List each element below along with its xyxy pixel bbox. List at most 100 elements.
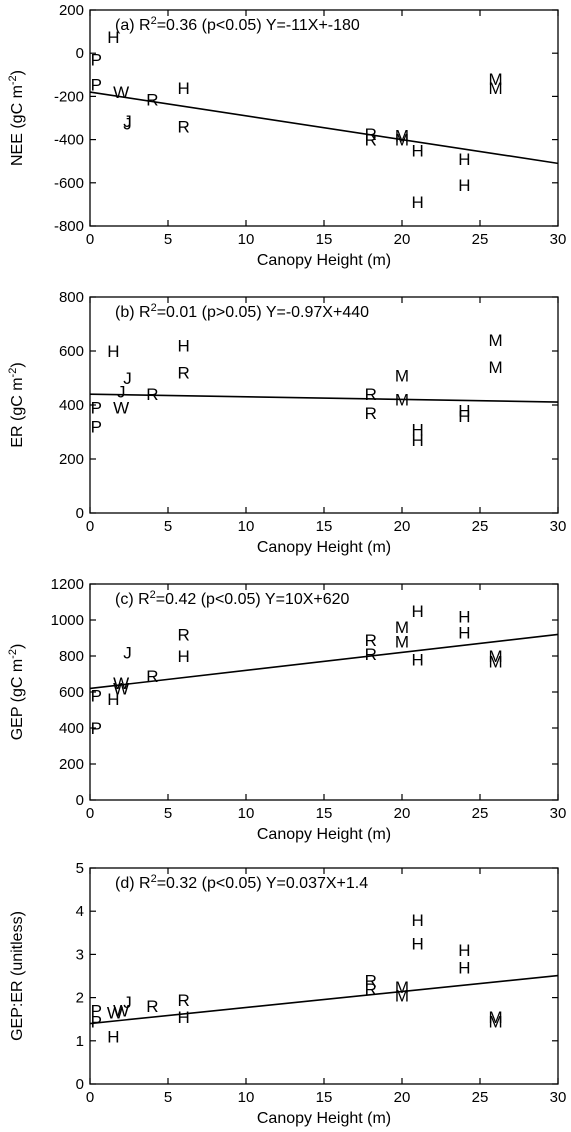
x-tick-label: 15 [316, 518, 333, 535]
data-point-W: W [113, 1002, 129, 1021]
x-tick-label: 30 [550, 231, 567, 248]
x-tick-label: 0 [86, 805, 94, 822]
data-point-H: H [107, 28, 119, 47]
y-tick-label: -800 [54, 218, 84, 235]
y-tick-label: 2 [76, 990, 84, 1007]
panel-c: 0 5 10 15 20 25 30 0 200 400 600 800 1000 1200 Canopy … [7, 576, 566, 843]
data-point-W: W [113, 674, 129, 693]
panel-a: 0 5 10 15 20 25 30 -800 -600 -400 -200 0 200 Canopy H… [7, 2, 566, 269]
data-point-P: P [91, 687, 102, 706]
x-tick-label: 25 [472, 518, 489, 535]
x-axis-label: Canopy Height (m) [257, 539, 391, 556]
y-tick-label: -400 [54, 132, 84, 149]
y-axis-label: ER (gC m-2​) [7, 362, 26, 447]
data-point-M: M [395, 126, 409, 145]
x-tick-label: 25 [472, 1089, 489, 1106]
data-point-R: R [365, 645, 377, 664]
data-point-J: J [123, 369, 132, 388]
regression-line [89, 974, 559, 1025]
x-tick-label: 20 [394, 231, 411, 248]
superscript: -2 [7, 75, 19, 85]
x-tick-label: 20 [394, 518, 411, 535]
y-tick-label: 600 [59, 343, 84, 360]
x-tick-label: 10 [238, 1089, 255, 1106]
data-point-R: R [146, 997, 158, 1016]
y-tick-label: 1200 [51, 576, 84, 593]
data-point-P: P [91, 719, 102, 738]
data-point-H: H [177, 79, 189, 98]
y-tick-label: 600 [59, 684, 84, 701]
data-point-M: M [395, 391, 409, 410]
y-axis-label: NEE (gC m-2​) [7, 70, 26, 166]
data-point-M: M [489, 79, 503, 98]
data-point-P: P [91, 76, 102, 95]
y-tick-label: 0 [76, 45, 84, 62]
data-point-H: H [458, 150, 470, 169]
data-point-J: J [117, 383, 126, 402]
data-point-H: H [411, 431, 423, 450]
data-point-M: M [395, 978, 409, 997]
x-tick-label: 0 [86, 231, 94, 248]
data-point-R: R [177, 991, 189, 1010]
data-point-R: R [365, 125, 377, 144]
x-axis-label: Canopy Height (m) [257, 252, 391, 269]
data-point-J: J [123, 643, 132, 662]
y-tick-label: 800 [59, 289, 84, 306]
superscript: 2 [150, 589, 156, 601]
x-tick-label: 0 [86, 1089, 94, 1106]
y-tick-label: 4 [76, 903, 84, 920]
data-point-M: M [489, 647, 503, 666]
data-point-H: H [177, 647, 189, 666]
data-point-H: H [458, 941, 470, 960]
data-point-W: W [107, 1004, 123, 1023]
y-tick-label: 400 [59, 397, 84, 414]
y-tick-label: 5 [76, 860, 84, 877]
y-tick-label: 400 [59, 720, 84, 737]
y-tick-label: -200 [54, 88, 84, 105]
data-point-R: R [177, 364, 189, 383]
data-point-M: M [395, 131, 409, 150]
x-tick-label: 25 [472, 231, 489, 248]
data-point-P: P [91, 51, 102, 70]
data-point-H: H [458, 624, 470, 643]
y-tick-label: 0 [76, 1076, 84, 1093]
data-point-M: M [489, 1012, 503, 1031]
data-point-R: R [146, 667, 158, 686]
data-point-W: W [113, 679, 129, 698]
data-point-R: R [365, 631, 377, 650]
y-tick-label: 200 [59, 451, 84, 468]
data-point-R: R [365, 971, 377, 990]
data-point-P: P [91, 1012, 102, 1031]
data-point-M: M [395, 618, 409, 637]
x-tick-label: 15 [316, 805, 333, 822]
regression-line [89, 633, 559, 690]
x-tick-label: 5 [164, 1089, 172, 1106]
data-point-R: R [146, 385, 158, 404]
x-tick-label: 30 [550, 805, 567, 822]
x-tick-label: 5 [164, 518, 172, 535]
data-point-P: P [91, 1002, 102, 1021]
data-point-R: R [365, 404, 377, 423]
panel-d: 0 5 10 15 20 25 30 0 1 2 3 4 5 Canopy Height (m) GEP:E… [9, 860, 566, 1127]
data-point-M: M [489, 1008, 503, 1027]
data-point-H: H [177, 1008, 189, 1027]
data-point-H: H [411, 420, 423, 439]
y-tick-label: 0 [76, 505, 84, 522]
x-tick-label: 15 [316, 1089, 333, 1106]
data-point-H: H [411, 911, 423, 930]
data-point-H: H [458, 401, 470, 420]
x-tick-label: 15 [316, 231, 333, 248]
superscript: 2 [151, 302, 157, 314]
x-tick-label: 5 [164, 805, 172, 822]
data-point-H: H [177, 337, 189, 356]
data-point-M: M [395, 986, 409, 1005]
x-tick-label: 10 [238, 805, 255, 822]
superscript: 2 [151, 873, 157, 885]
x-tick-label: 20 [394, 1089, 411, 1106]
y-tick-label: -600 [54, 175, 84, 192]
data-point-H: H [107, 690, 119, 709]
y-tick-label: 800 [59, 648, 84, 665]
data-point-H: H [411, 651, 423, 670]
plot-frame [89, 867, 559, 1085]
y-axis-label: GEP:ER (unitless) [9, 911, 26, 1041]
